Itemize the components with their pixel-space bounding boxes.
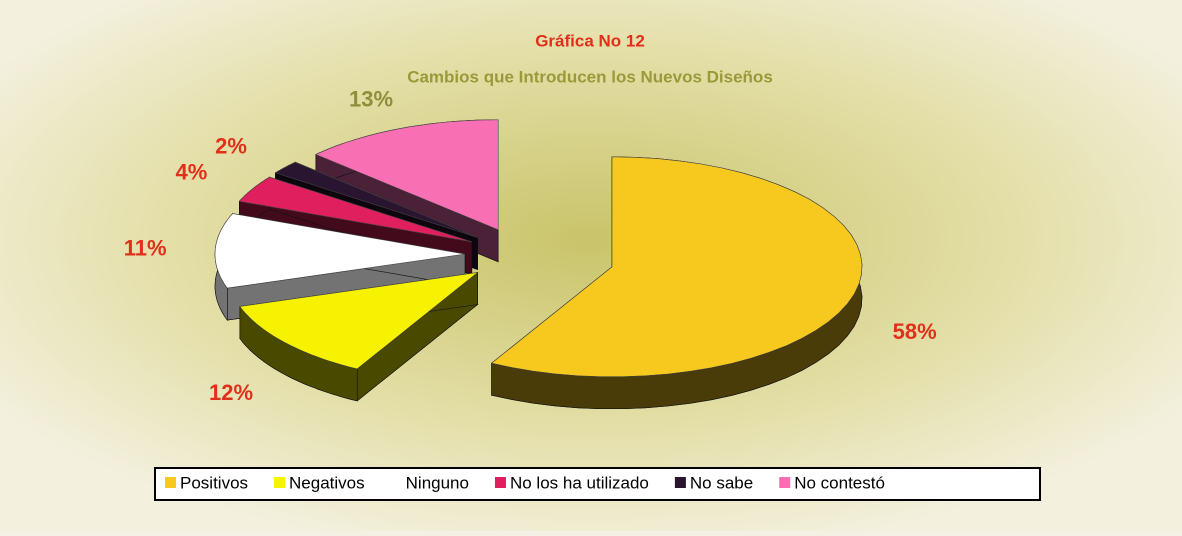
slice xyxy=(274,161,478,238)
slice xyxy=(238,176,472,243)
data-label: 12% xyxy=(209,380,253,405)
legend-label: Negativos xyxy=(289,473,365,492)
data-label: 11% xyxy=(124,236,167,261)
slice xyxy=(490,156,863,377)
legend-swatch xyxy=(274,477,286,488)
data-label: 13% xyxy=(349,86,393,111)
legend-swatch xyxy=(779,477,791,488)
pie: 58% 12% 11% 4% 2% 13% xyxy=(124,86,937,409)
legend-swatch xyxy=(390,477,402,488)
legend-label: Ninguno xyxy=(406,473,469,492)
legend-swatch xyxy=(165,477,176,488)
legend-label: No los ha utilizado xyxy=(510,473,649,492)
data-label: 4% xyxy=(175,160,207,185)
legend-label: Positivos xyxy=(180,473,248,492)
chart-subtitle: Cambios que Introducen los Nuevos Diseño… xyxy=(407,67,773,86)
legend-swatch xyxy=(674,477,686,488)
legend-label: No contestó xyxy=(794,473,885,492)
slice xyxy=(239,272,479,370)
slice xyxy=(214,213,466,289)
legend-label: No sabe xyxy=(690,473,753,492)
legend-box xyxy=(154,467,1041,501)
data-label: 58% xyxy=(893,319,937,344)
legend: Positivos Negativos Ninguno No los ha utili… xyxy=(165,473,885,492)
chart-title: Gráfica No 12 xyxy=(535,31,645,50)
legend-swatch xyxy=(494,477,506,488)
slice xyxy=(315,119,499,231)
data-label: 2% xyxy=(215,134,247,159)
